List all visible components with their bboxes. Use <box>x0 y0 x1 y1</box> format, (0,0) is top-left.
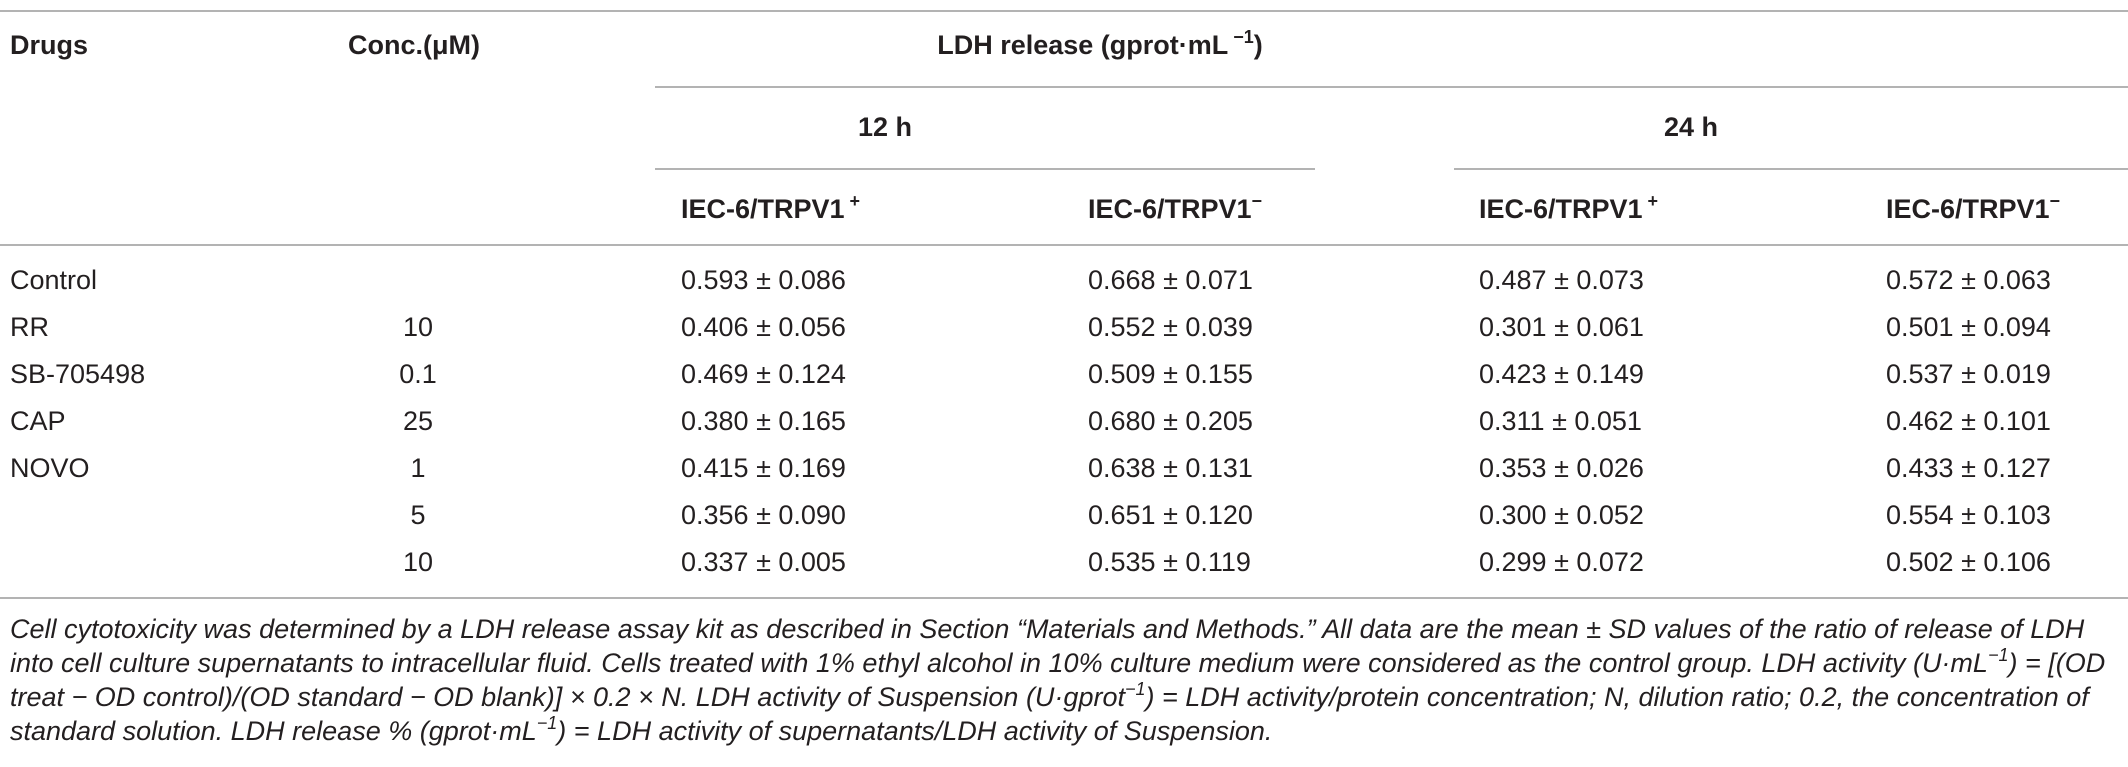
cell-24h-pos: 0.301 ± 0.061 <box>1479 312 1644 342</box>
cell-24h-pos: 0.299 ± 0.072 <box>1479 547 1644 577</box>
cell-conc: 0.1 <box>399 359 437 389</box>
cell-24h-pos: 0.300 ± 0.052 <box>1479 500 1644 530</box>
header-24h: 24 h <box>1663 112 1719 142</box>
cell-24h-neg: 0.554 ± 0.103 <box>1886 500 2051 530</box>
header-ldh-release: LDH release (gprot·mL −1) <box>937 27 1263 60</box>
cell-drug: SB-705498 <box>10 359 146 389</box>
cell-conc: 25 <box>402 406 434 436</box>
cell-12h-pos: 0.469 ± 0.124 <box>681 359 846 389</box>
table-footnote: Cell cytotoxicity was determined by a LD… <box>10 614 2106 746</box>
cell-conc: 10 <box>402 312 434 342</box>
cell-24h-pos: 0.353 ± 0.026 <box>1479 453 1644 483</box>
cell-12h-pos: 0.356 ± 0.090 <box>681 500 846 530</box>
header-conc: Conc.(μM) <box>348 30 480 60</box>
header-bottom-rule <box>0 244 2128 246</box>
cell-12h-pos: 0.406 ± 0.056 <box>681 312 846 342</box>
header-12h: 12 h <box>857 112 913 142</box>
cell-24h-pos: 0.423 ± 0.149 <box>1479 359 1644 389</box>
cell-12h-pos: 0.593 ± 0.086 <box>681 265 846 295</box>
rule-24h <box>1454 168 2128 170</box>
cell-24h-neg: 0.501 ± 0.094 <box>1886 312 2051 342</box>
ldh-span-rule <box>655 86 2128 88</box>
top-rule <box>0 10 2128 12</box>
cell-12h-neg: 0.509 ± 0.155 <box>1088 359 1253 389</box>
cell-12h-neg: 0.638 ± 0.131 <box>1088 453 1253 483</box>
cell-12h-pos: 0.415 ± 0.169 <box>681 453 846 483</box>
header-12h-trpv1-pos: IEC-6/TRPV1 + <box>681 191 861 224</box>
cell-24h-neg: 0.572 ± 0.063 <box>1886 265 2051 295</box>
cell-drug: CAP <box>10 406 66 436</box>
header-12h-trpv1-neg: IEC-6/TRPV1− <box>1088 191 1263 224</box>
cell-conc: 5 <box>410 500 426 530</box>
cell-12h-pos: 0.337 ± 0.005 <box>681 547 846 577</box>
header-24h-trpv1-neg: IEC-6/TRPV1− <box>1886 191 2061 224</box>
cell-conc: 1 <box>410 453 426 483</box>
cell-12h-neg: 0.552 ± 0.039 <box>1088 312 1253 342</box>
cell-24h-neg: 0.537 ± 0.019 <box>1886 359 2051 389</box>
cell-12h-neg: 0.680 ± 0.205 <box>1088 406 1253 436</box>
cell-12h-neg: 0.668 ± 0.071 <box>1088 265 1253 295</box>
cell-24h-pos: 0.311 ± 0.051 <box>1479 406 1642 436</box>
cell-24h-neg: 0.502 ± 0.106 <box>1886 547 2051 577</box>
rule-12h <box>655 168 1315 170</box>
cell-24h-neg: 0.433 ± 0.127 <box>1886 453 2051 483</box>
cell-12h-neg: 0.535 ± 0.119 <box>1088 547 1251 577</box>
cell-12h-neg: 0.651 ± 0.120 <box>1088 500 1253 530</box>
cell-conc: 10 <box>402 547 434 577</box>
header-24h-trpv1-pos: IEC-6/TRPV1 + <box>1479 191 1659 224</box>
cell-24h-neg: 0.462 ± 0.101 <box>1886 406 2051 436</box>
cell-24h-pos: 0.487 ± 0.073 <box>1479 265 1644 295</box>
body-bottom-rule <box>0 597 2128 599</box>
header-drugs: Drugs <box>10 30 89 60</box>
cell-12h-pos: 0.380 ± 0.165 <box>681 406 846 436</box>
cell-drug: Control <box>10 265 98 295</box>
cell-drug: RR <box>10 312 49 342</box>
cell-drug: NOVO <box>10 453 90 483</box>
